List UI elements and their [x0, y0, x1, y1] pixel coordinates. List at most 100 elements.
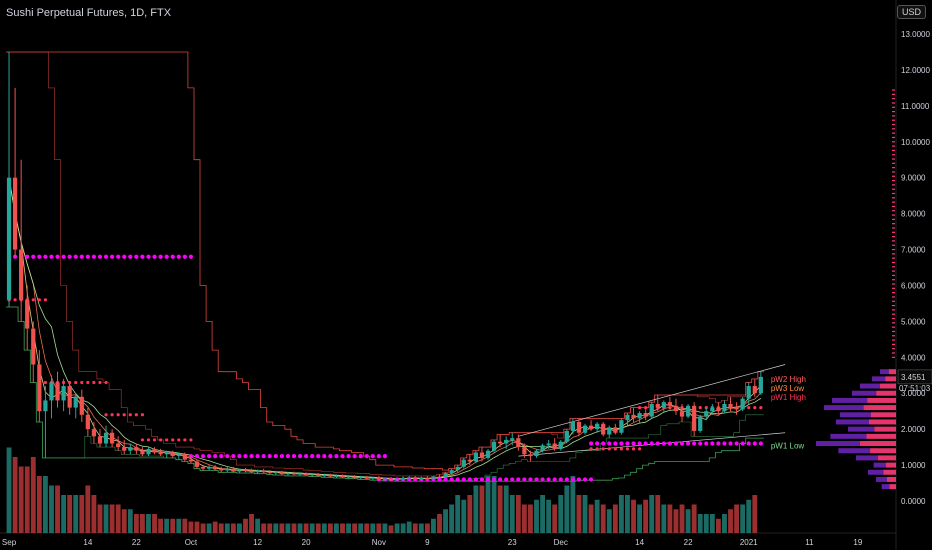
volume-bar — [18, 466, 24, 533]
volume-profile-bar — [860, 383, 880, 389]
candle-body — [425, 478, 430, 480]
volume-profile-bar — [892, 335, 895, 337]
x-tick-label: 22 — [132, 538, 141, 547]
volume-profile-bar — [892, 214, 895, 216]
volume-bar — [728, 509, 733, 533]
pivot-dot — [104, 413, 108, 417]
pivot-dot — [637, 406, 642, 410]
candle-body — [407, 477, 412, 479]
candle-body — [558, 441, 563, 449]
y-tick-label: 1.0000 — [901, 461, 926, 470]
volume-bar — [534, 499, 539, 533]
candle-body — [49, 382, 54, 401]
y-axis[interactable]: 0.0000 1.0000 2.0000 3.0000 4.0000 5.0000 6.00… — [897, 30, 932, 506]
candle-body — [364, 477, 369, 479]
volume-bar — [691, 504, 697, 533]
candle-body — [328, 475, 333, 477]
candle-body — [722, 404, 727, 412]
pivot-dot — [85, 254, 90, 259]
candle-body — [170, 452, 175, 457]
candle-body — [401, 478, 406, 480]
pivot-dot — [43, 254, 48, 259]
pivot-dot — [540, 477, 545, 482]
candle-body — [103, 432, 109, 444]
candle-body — [219, 469, 224, 471]
volume-bar — [570, 476, 576, 533]
candle-body — [419, 478, 424, 480]
pivot-dot — [734, 441, 739, 446]
volume-profile-bar — [863, 405, 896, 411]
volume-profile-bar — [880, 369, 889, 375]
pivot-dot — [607, 447, 611, 451]
currency-button[interactable]: USD — [896, 5, 926, 19]
candle-body — [528, 454, 533, 457]
volume-bar — [230, 523, 236, 533]
pivot-dot — [340, 453, 345, 459]
candle-body — [176, 454, 181, 457]
candle-body — [200, 466, 206, 469]
volume-profile-bar — [892, 343, 895, 345]
volume-profile-bar — [892, 292, 895, 294]
pivot-dot — [200, 453, 206, 459]
candle-body — [67, 386, 72, 408]
pivot-dot — [443, 477, 448, 482]
volume-profile-bar — [892, 287, 895, 289]
y-tick-label: 4.0000 — [901, 353, 926, 362]
candle-body — [679, 411, 685, 417]
pivot-dot — [225, 453, 230, 459]
volume-bar — [133, 514, 139, 533]
volume-bar — [61, 495, 67, 533]
pivot-dot — [619, 441, 624, 446]
y-tick-label: 12.0000 — [901, 66, 930, 75]
pivot-dot — [43, 298, 48, 302]
x-tick-label: 2021 — [740, 538, 758, 547]
volume-bar — [291, 523, 297, 533]
candle-body — [55, 382, 60, 401]
volume-bar — [67, 495, 73, 533]
volume-profile-bar — [892, 136, 895, 139]
volume-profile-bar — [892, 274, 895, 277]
volume-bar — [431, 518, 436, 533]
volume-bar — [85, 485, 91, 533]
volume-bar — [6, 447, 12, 533]
pivot-dot — [759, 406, 763, 410]
pivot-dot — [679, 441, 685, 446]
pivot-dot — [213, 453, 218, 459]
pivot-dot — [110, 254, 115, 259]
pivot-dot — [170, 254, 175, 259]
pivot-dot — [449, 477, 454, 482]
candle-body — [303, 473, 309, 476]
candle-body — [261, 470, 266, 473]
volume-bar — [97, 504, 103, 533]
pivot-dot — [625, 441, 630, 446]
channel-upper-line — [518, 364, 786, 437]
candle-body — [649, 404, 654, 417]
pivot-dot — [673, 441, 679, 446]
candle-body — [607, 427, 612, 435]
pivot-dot — [316, 453, 321, 459]
candle-body — [43, 400, 48, 412]
volume-bar — [176, 518, 182, 533]
x-axis[interactable]: Sep 14 22 Oct 12 20 Nov 9 23 Dec 14 22 2021 11 19 — [2, 538, 863, 547]
volume-bar — [625, 495, 630, 533]
volume-profile-bar — [892, 330, 895, 333]
volume-profile-bar — [892, 248, 895, 251]
pivot-dot — [522, 477, 527, 482]
pivot-dot — [370, 453, 375, 459]
volume-bar — [406, 521, 412, 533]
volume-bar — [485, 476, 491, 533]
volume-profile-bar — [824, 405, 864, 411]
volume-bar — [661, 504, 667, 533]
candle-body — [582, 425, 588, 433]
volume-bar — [49, 485, 54, 533]
candle-body — [655, 404, 660, 408]
candle-body — [479, 452, 485, 458]
pivot-dot — [146, 438, 151, 442]
volume-bar — [218, 523, 224, 533]
volume-profile-bar — [892, 304, 895, 307]
candle-body — [570, 421, 576, 431]
pivot-dot — [97, 254, 103, 259]
last-price-label: 3.4551 — [901, 373, 926, 382]
volume-bar — [164, 518, 170, 533]
